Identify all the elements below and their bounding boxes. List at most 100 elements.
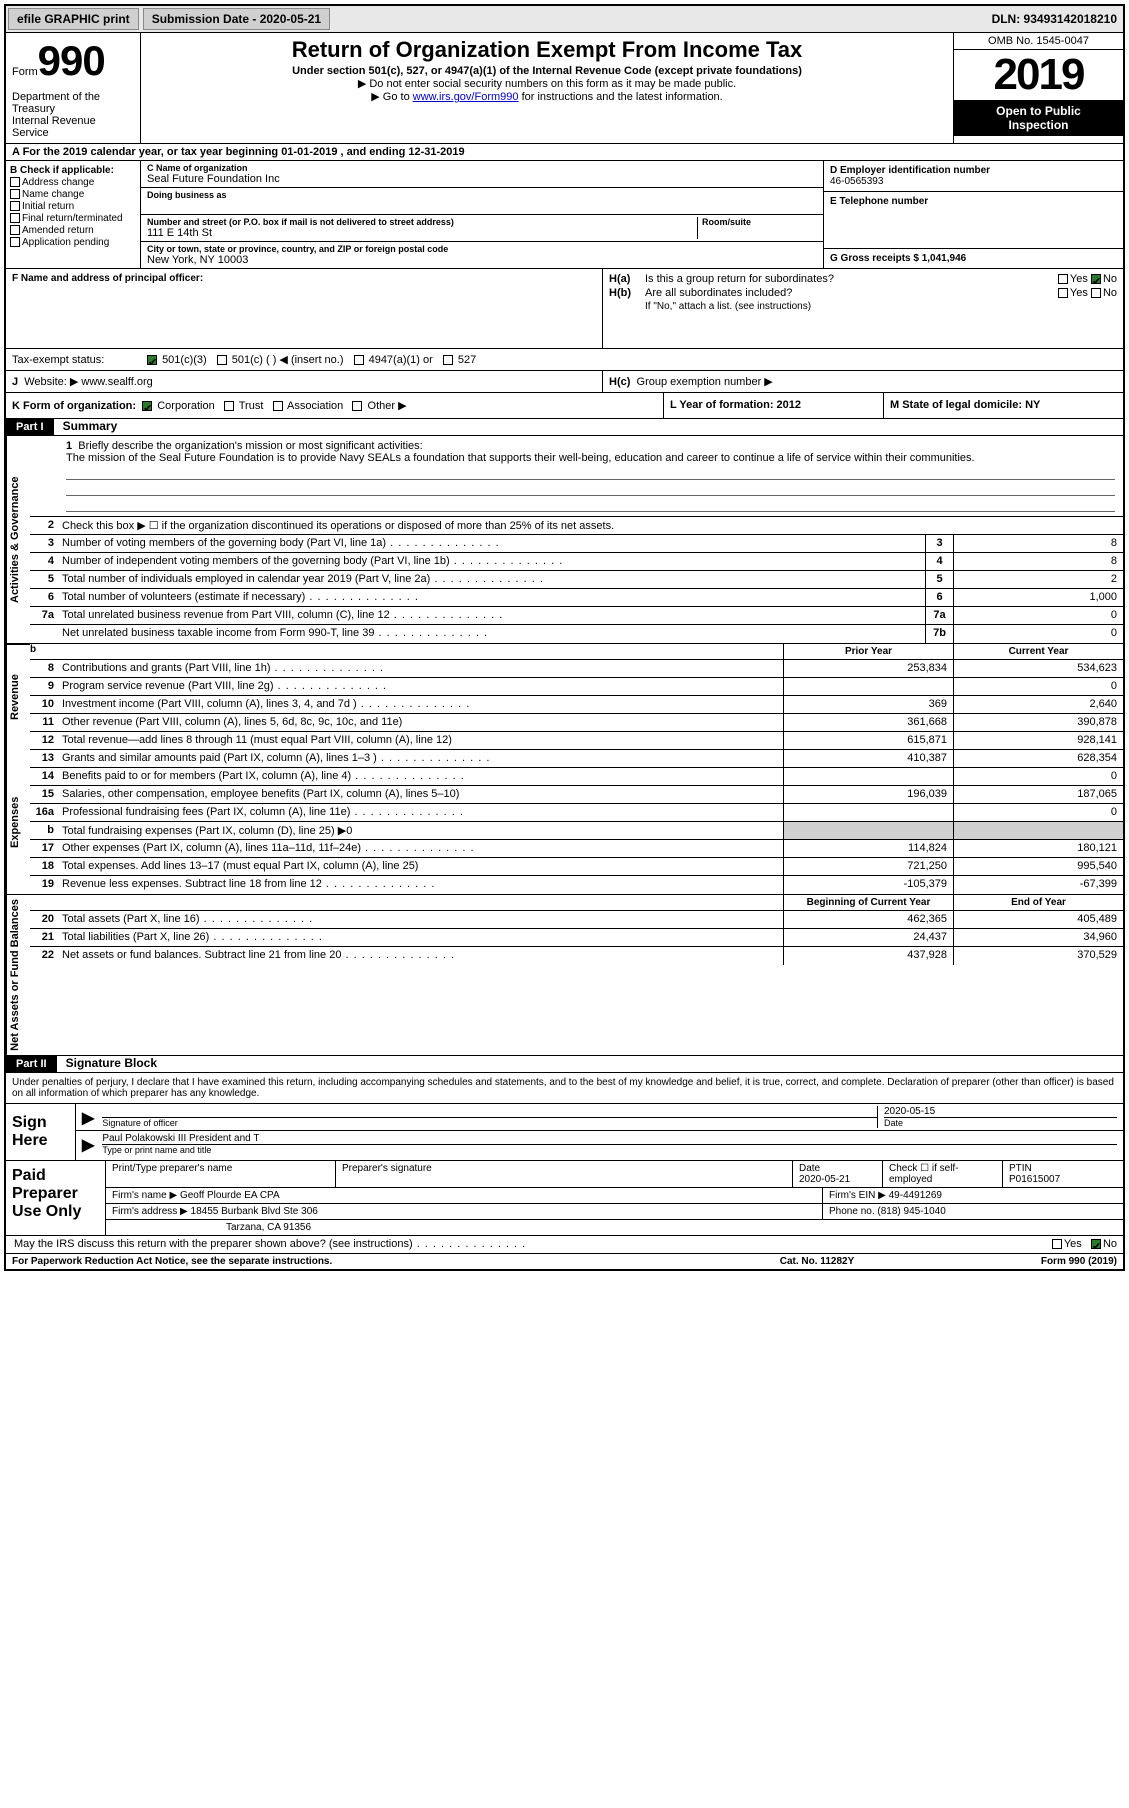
firm-address2: Tarzana, CA 91356 (106, 1220, 1123, 1235)
section-f-h: F Name and address of principal officer:… (6, 269, 1123, 349)
hc-block: H(c) Group exemption number ▶ (603, 371, 1123, 392)
chk-lbl: Address change (22, 177, 94, 188)
city-block: City or town, state or province, country… (141, 242, 823, 268)
org-name: Seal Future Foundation Inc (147, 173, 817, 185)
chk-final-return[interactable]: Final return/terminated (10, 213, 136, 224)
chk-assoc[interactable]: Association (273, 400, 344, 412)
submission-date-button[interactable]: Submission Date - 2020-05-21 (143, 8, 330, 30)
chk-4947[interactable]: 4947(a)(1) or (354, 354, 433, 366)
ha-label: H(a) (609, 273, 645, 285)
prep-ptin: PTINP01615007 (1003, 1161, 1123, 1187)
line-10: 10Investment income (Part VIII, column (… (30, 696, 1123, 714)
line-3: 3Number of voting members of the governi… (30, 535, 1123, 553)
part1-header-row: Part I Summary (6, 419, 1123, 436)
ha-text: Is this a group return for subordinates? (645, 273, 1058, 285)
irs-link[interactable]: www.irs.gov/Form990 (413, 91, 519, 103)
prep-line-1: Print/Type preparer's name Preparer's si… (106, 1161, 1123, 1188)
chk-corp[interactable]: ✔ Corporation (142, 400, 215, 412)
form-subtitle: Under section 501(c), 527, or 4947(a)(1)… (149, 65, 945, 77)
header-middle: Return of Organization Exempt From Incom… (141, 33, 953, 143)
ein-value: 46-0565393 (830, 176, 1117, 187)
chk-lbl: Initial return (22, 201, 74, 212)
addr-label: Number and street (or P.O. box if mail i… (147, 217, 697, 227)
revenue-expense-wrap: Revenue b Prior Year Current Year 8Contr… (6, 644, 1123, 750)
klm-row: K Form of organization: ✔ Corporation Tr… (6, 393, 1123, 419)
header-left: Form990 Department of the Treasury Inter… (6, 33, 141, 143)
line-7a: 7aTotal unrelated business revenue from … (30, 607, 1123, 625)
form-990-page: efile GRAPHIC print Submission Date - 20… (4, 4, 1125, 1271)
chk-lbl: Amended return (22, 225, 94, 236)
year-formation: L Year of formation: 2012 (663, 393, 883, 418)
firm-phone: Phone no. (818) 945-1040 (823, 1204, 1123, 1219)
discuss-yesno: Yes ✔No (963, 1236, 1123, 1253)
chk-amended[interactable]: Amended return (10, 225, 136, 236)
j-website: J Website: ▶ www.sealff.org (6, 371, 603, 392)
column-d-e-g: D Employer identification number 46-0565… (823, 161, 1123, 268)
prep-date: Date2020-05-21 (793, 1161, 883, 1187)
arrow-icon: ▶ (82, 1135, 94, 1155)
k-lbl: K Form of organization: (12, 400, 136, 412)
current-year-hdr: Current Year (953, 644, 1123, 659)
chk-501c[interactable]: 501(c) ( ) ◀ (insert no.) (217, 353, 344, 366)
part2-title: Signature Block (60, 1054, 163, 1072)
prep-line-4: Tarzana, CA 91356 (106, 1220, 1123, 1235)
line-15: 15Salaries, other compensation, employee… (30, 786, 1123, 804)
website-row: J Website: ▶ www.sealff.org H(c) Group e… (6, 371, 1123, 393)
room-label: Room/suite (702, 217, 817, 227)
side-rev: Revenue (6, 644, 30, 750)
footer-right: Form 990 (2019) (917, 1256, 1117, 1267)
section-identity: B Check if applicable: Address change Na… (6, 161, 1123, 269)
chk-527[interactable]: 527 (443, 354, 476, 366)
footer-mid: Cat. No. 11282Y (717, 1256, 917, 1267)
chk-application-pending[interactable]: Application pending (10, 237, 136, 248)
prep-self-emp[interactable]: Check ☐ if self-employed (883, 1161, 1003, 1187)
line-21: 21Total liabilities (Part X, line 26)24,… (30, 929, 1123, 947)
arrow-icon: ▶ (82, 1108, 94, 1128)
line-17: 17Other expenses (Part IX, column (A), l… (30, 840, 1123, 858)
ha-yes[interactable]: Yes (1058, 273, 1088, 285)
l-text: L Year of formation: 2012 (670, 399, 801, 411)
efile-button[interactable]: efile GRAPHIC print (8, 8, 139, 30)
f-label: F Name and address of principal officer: (12, 273, 203, 284)
line-22: 22Net assets or fund balances. Subtract … (30, 947, 1123, 965)
form-header: Form990 Department of the Treasury Inter… (6, 33, 1123, 144)
hb-text: Are all subordinates included? (645, 287, 1058, 299)
prep-line-3: Firm's address ▶ 18455 Burbank Blvd Ste … (106, 1204, 1123, 1220)
discuss-no[interactable]: ✔No (1091, 1238, 1117, 1250)
omb-number: OMB No. 1545-0047 (954, 33, 1123, 50)
chk-trust[interactable]: Trust (224, 400, 264, 412)
inspect1: Open to Public (996, 104, 1081, 118)
begin-year-hdr: Beginning of Current Year (783, 895, 953, 910)
chk-initial-return[interactable]: Initial return (10, 201, 136, 212)
prior-current-header: b Prior Year Current Year (30, 644, 1123, 660)
dba-block: Doing business as (141, 188, 823, 215)
chk-lbl: Name change (22, 189, 84, 200)
prior-year-hdr: Prior Year (783, 644, 953, 659)
tax-year: 2019 (954, 50, 1123, 100)
gross-receipts-block: G Gross receipts $ 1,041,946 (824, 249, 1123, 268)
page-footer: For Paperwork Reduction Act Notice, see … (6, 1254, 1123, 1269)
chk-501c3[interactable]: ✔ 501(c)(3) (147, 354, 207, 366)
hb-label: H(b) (609, 287, 645, 299)
line-18: 18Total expenses. Add lines 13–17 (must … (30, 858, 1123, 876)
officer-name: Paul Polakowski III President and T (102, 1133, 1117, 1144)
chk-address-change[interactable]: Address change (10, 177, 136, 188)
side-gov: Activities & Governance (6, 436, 30, 643)
line-16b: bTotal fundraising expenses (Part IX, co… (30, 822, 1123, 840)
top-toolbar: efile GRAPHIC print Submission Date - 20… (6, 6, 1123, 33)
sig-officer-lbl: Signature of officer (102, 1117, 877, 1128)
ha-no[interactable]: ✔No (1091, 273, 1117, 285)
address-block: Number and street (or P.O. box if mail i… (141, 215, 823, 242)
chk-name-change[interactable]: Name change (10, 189, 136, 200)
hb-no[interactable]: No (1091, 287, 1117, 299)
street-address: 111 E 14th St (147, 227, 697, 239)
sign-here-block: Sign Here ▶ Signature of officer 2020-05… (6, 1104, 1123, 1161)
sig-name-line: ▶ Paul Polakowski III President and T Ty… (76, 1131, 1123, 1157)
form-label: Form (12, 66, 38, 78)
side-exp: Expenses (6, 750, 30, 894)
gross-receipts: G Gross receipts $ 1,041,946 (830, 253, 966, 264)
hb-yes[interactable]: Yes (1058, 287, 1088, 299)
chk-other[interactable]: Other ▶ (352, 400, 406, 412)
discuss-yes[interactable]: Yes (1052, 1238, 1082, 1250)
form-title: Return of Organization Exempt From Incom… (149, 37, 945, 63)
